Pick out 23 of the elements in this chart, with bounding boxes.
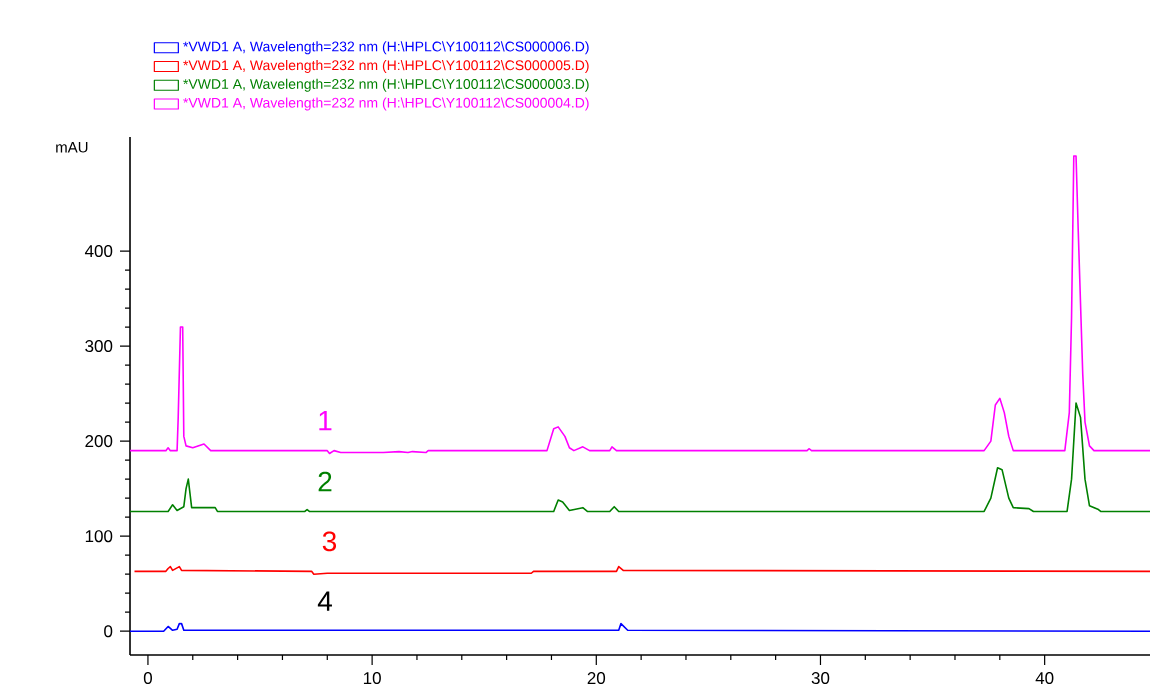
x-tick-label: 30 [811, 672, 830, 685]
y-tick-label: 100 [85, 530, 113, 543]
line-series [130, 622, 1151, 633]
y-tick-label: 300 [85, 340, 113, 353]
line-series [130, 402, 1151, 513]
y-tick-label: 400 [84, 245, 113, 258]
line-series [130, 155, 1151, 455]
x-tick-label: 40 [1035, 672, 1054, 685]
annotation: 3 [322, 531, 337, 552]
legend-label: *VWD1 A, Wavelength=232 nm (H:\HPLC\Y100112\CS000003.D) [183, 78, 589, 92]
legend-label: *VWD1 A, Wavelength=232 nm (H:\HPLC\Y100112\CS000006.D) [183, 41, 589, 55]
x-tick-label: 20 [587, 672, 606, 685]
legend-label: *VWD1 A, Wavelength=232 nm (H:\HPLC\Y100112\CS000004.D) [183, 97, 589, 111]
line-series [133, 565, 1151, 575]
legend-label: *VWD1 A, Wavelength=232 nm (H:\HPLC\Y100112\CS000005.D) [183, 59, 589, 74]
y-tick-label: 0 [104, 625, 113, 638]
annotation: 1 [319, 411, 332, 431]
annotation: 4 [317, 591, 332, 611]
x-tick-label: 0 [143, 672, 152, 685]
y-axis-title: mAU [56, 142, 88, 153]
x-tick-label: 10 [363, 672, 381, 685]
annotation: 2 [318, 471, 332, 492]
y-tick-label: 200 [85, 435, 113, 448]
